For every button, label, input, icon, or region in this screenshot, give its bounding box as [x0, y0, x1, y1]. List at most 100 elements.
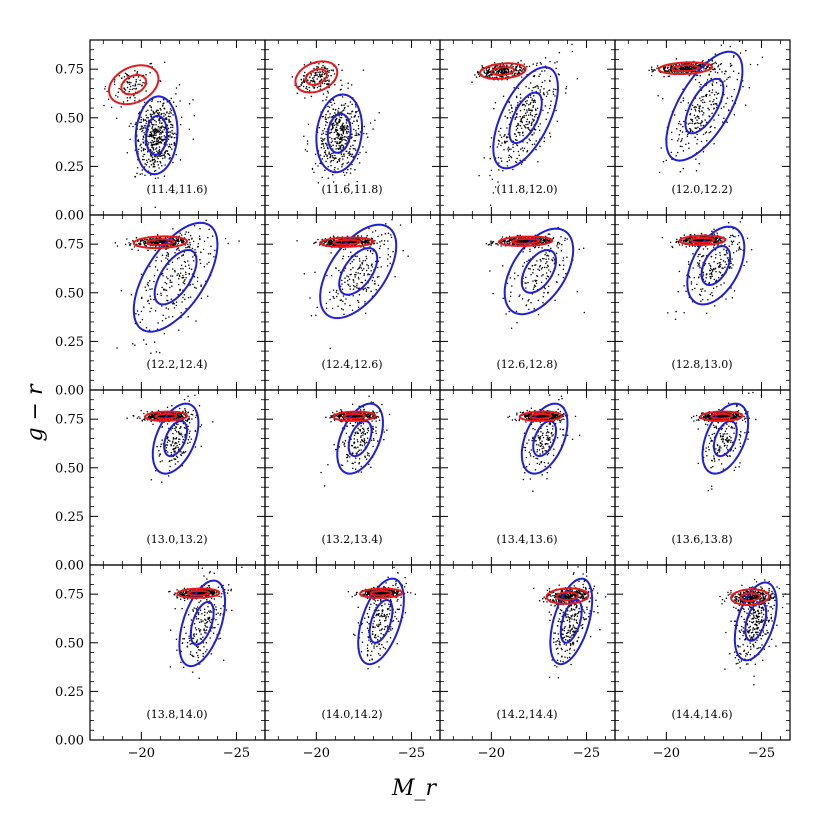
- data-point: [181, 301, 183, 303]
- data-point: [143, 101, 146, 104]
- data-point: [552, 237, 554, 240]
- data-point: [361, 243, 364, 245]
- data-point: [353, 281, 355, 283]
- data-point: [712, 246, 715, 248]
- data-point: [509, 111, 511, 114]
- data-point: [498, 130, 500, 132]
- data-point: [142, 149, 145, 152]
- data-point: [103, 104, 105, 107]
- data-point: [140, 125, 143, 127]
- data-point: [709, 94, 711, 96]
- data-point: [504, 134, 506, 136]
- data-point: [523, 124, 525, 127]
- data-point: [477, 70, 479, 73]
- data-point: [345, 122, 348, 124]
- data-point: [486, 75, 489, 78]
- data-point: [519, 115, 521, 118]
- data-point: [690, 281, 693, 283]
- data-point: [548, 269, 550, 271]
- data-point: [539, 145, 541, 148]
- data-point: [324, 151, 327, 154]
- data-point: [564, 237, 566, 240]
- data-point: [704, 290, 706, 292]
- data-point: [506, 282, 509, 285]
- data-point: [730, 262, 732, 264]
- red-contour-1sigma: [671, 64, 700, 73]
- data-point: [167, 308, 170, 310]
- data-point: [730, 64, 732, 67]
- data-point: [175, 242, 177, 245]
- data-point: [703, 101, 706, 103]
- data-point: [175, 304, 178, 307]
- data-point: [495, 72, 498, 74]
- data-point: [133, 87, 135, 90]
- data-point: [720, 44, 723, 46]
- data-point: [296, 239, 298, 242]
- data-point: [558, 74, 560, 76]
- data-point: [666, 70, 669, 73]
- data-point: [160, 109, 162, 111]
- data-point: [148, 141, 150, 144]
- data-point: [154, 160, 156, 162]
- data-point: [717, 65, 719, 68]
- data-point: [146, 283, 149, 286]
- data-point: [104, 85, 107, 88]
- data-point: [154, 119, 156, 122]
- data-point: [150, 62, 153, 65]
- data-point: [348, 278, 351, 281]
- data-point: [522, 103, 524, 105]
- data-point: [732, 70, 735, 72]
- data-point: [713, 278, 716, 281]
- data-point: [349, 153, 351, 155]
- data-point: [540, 85, 543, 88]
- data-point: [541, 70, 543, 72]
- data-point: [549, 60, 551, 63]
- data-point: [672, 64, 674, 67]
- data-point: [348, 151, 350, 154]
- data-point: [716, 232, 718, 234]
- data-point: [383, 240, 386, 242]
- data-point: [519, 100, 521, 102]
- data-point: [357, 272, 359, 274]
- data-point: [303, 273, 306, 275]
- data-point: [170, 126, 172, 129]
- data-point: [189, 243, 192, 246]
- data-point: [538, 75, 540, 77]
- data-point: [702, 99, 704, 101]
- data-point: [525, 120, 528, 123]
- data-point: [343, 155, 345, 157]
- data-point: [331, 152, 333, 155]
- data-point: [696, 138, 699, 141]
- data-point: [159, 129, 162, 131]
- data-point: [137, 112, 140, 115]
- data-point: [324, 66, 326, 68]
- data-point: [151, 156, 154, 159]
- data-point: [153, 341, 156, 343]
- data-point: [177, 247, 180, 249]
- panel-label: (12.6,12.8): [496, 358, 557, 371]
- data-point: [366, 234, 368, 237]
- data-point: [183, 260, 186, 263]
- data-point: [534, 279, 536, 282]
- data-point: [693, 276, 696, 279]
- data-point: [309, 81, 311, 83]
- data-point: [166, 251, 169, 254]
- data-point: [346, 120, 348, 122]
- data-point: [688, 74, 691, 77]
- data-point: [172, 228, 174, 230]
- data-point: [761, 56, 764, 58]
- data-point: [199, 262, 202, 265]
- data-point: [176, 274, 178, 277]
- data-point: [129, 96, 131, 98]
- data-point: [355, 149, 357, 151]
- data-point: [471, 81, 473, 83]
- data-point: [351, 103, 353, 106]
- data-point: [163, 175, 166, 177]
- data-point: [175, 249, 178, 251]
- data-point: [500, 157, 502, 160]
- data-point: [709, 277, 712, 280]
- data-point: [514, 72, 516, 74]
- data-point: [713, 228, 715, 230]
- data-point: [327, 92, 330, 94]
- data-point: [308, 86, 310, 89]
